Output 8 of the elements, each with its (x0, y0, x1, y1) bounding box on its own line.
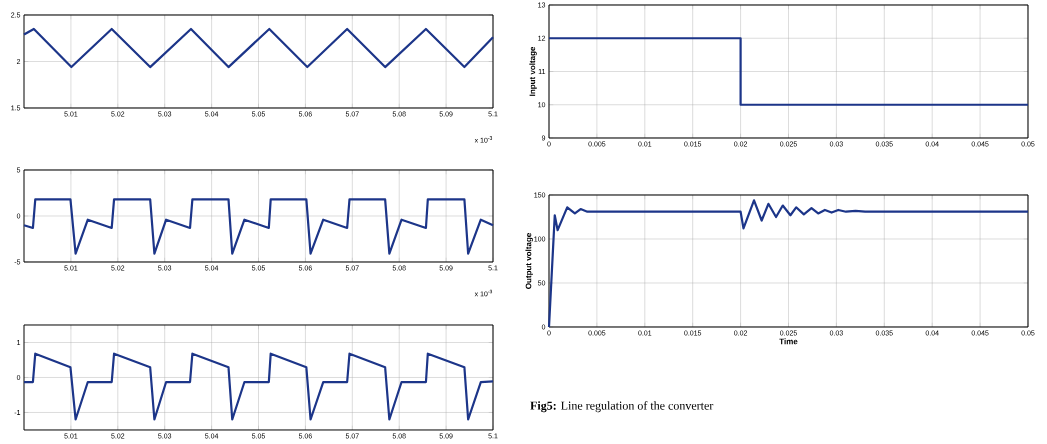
text: Fig5: Line regulation of the converter (530, 401, 714, 413)
y-axis-title: Input voltage (529, 46, 537, 96)
line-series (22, 352, 495, 421)
line-series (22, 198, 495, 255)
line-series (22, 27, 495, 69)
line-series (547, 199, 1030, 329)
x-axis-title: Time (779, 338, 798, 345)
y-axis-title: Output voltage (525, 233, 533, 289)
